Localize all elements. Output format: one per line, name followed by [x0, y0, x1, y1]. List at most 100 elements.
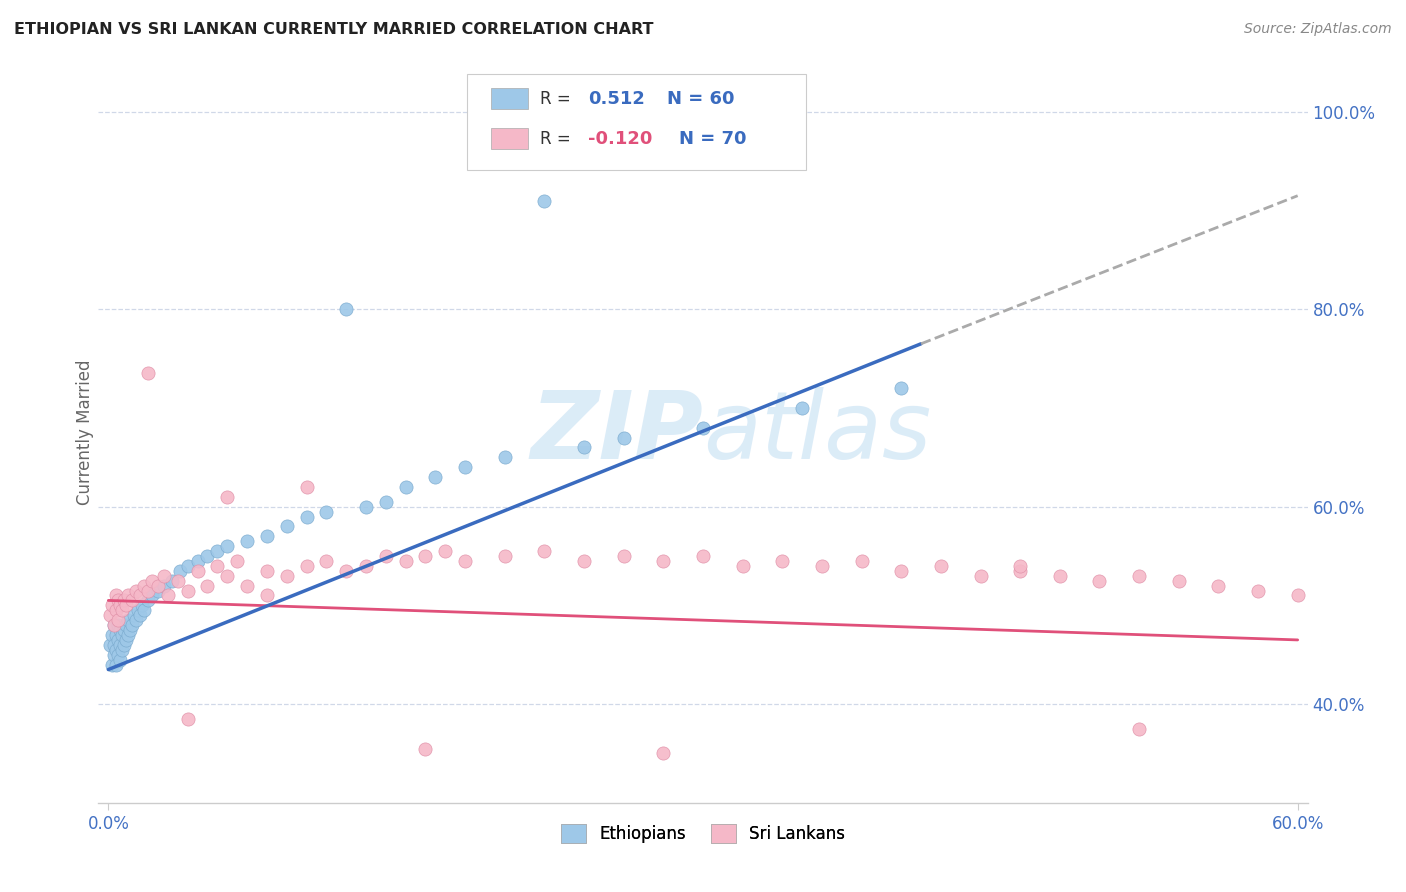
- Point: [127, 603, 149, 617]
- Point: [374, 549, 396, 563]
- Point: [207, 558, 229, 573]
- Point: [790, 401, 813, 415]
- Point: [153, 568, 176, 582]
- Point: [572, 441, 595, 455]
- Point: [112, 638, 135, 652]
- Point: [256, 589, 278, 603]
- Point: [315, 554, 337, 568]
- Point: [103, 638, 125, 652]
- Point: [533, 194, 555, 208]
- Text: -0.120: -0.120: [588, 129, 652, 148]
- Point: [176, 583, 198, 598]
- Point: [494, 549, 516, 563]
- Point: [146, 583, 169, 598]
- Point: [652, 747, 675, 761]
- Point: [811, 558, 834, 573]
- Point: [1286, 589, 1309, 603]
- Point: [176, 558, 198, 573]
- Point: [1010, 564, 1032, 578]
- Point: [141, 589, 163, 603]
- Point: [132, 579, 155, 593]
- Point: [276, 519, 298, 533]
- Point: [256, 564, 278, 578]
- Point: [117, 613, 139, 627]
- Point: [207, 544, 229, 558]
- Point: [692, 420, 714, 434]
- Point: [613, 549, 636, 563]
- Point: [969, 568, 991, 582]
- Text: ETHIOPIAN VS SRI LANKAN CURRENTLY MARRIED CORRELATION CHART: ETHIOPIAN VS SRI LANKAN CURRENTLY MARRIE…: [14, 22, 654, 37]
- Text: atlas: atlas: [703, 387, 931, 478]
- Point: [1010, 558, 1032, 573]
- Point: [197, 549, 219, 563]
- Point: [117, 589, 139, 603]
- Point: [415, 741, 437, 756]
- Point: [169, 564, 191, 578]
- Point: [132, 603, 155, 617]
- Point: [136, 593, 159, 607]
- Point: [731, 558, 754, 573]
- Point: [103, 648, 125, 662]
- Point: [105, 589, 128, 603]
- Point: [652, 554, 675, 568]
- Point: [101, 657, 124, 672]
- Point: [1088, 574, 1111, 588]
- Point: [1128, 722, 1150, 736]
- Point: [117, 628, 139, 642]
- Point: [1049, 568, 1071, 582]
- Point: [125, 583, 148, 598]
- Point: [115, 599, 138, 613]
- Point: [129, 589, 152, 603]
- Point: [103, 618, 125, 632]
- Point: [131, 599, 153, 613]
- Point: [115, 618, 138, 632]
- Point: [107, 613, 129, 627]
- Point: [415, 549, 437, 563]
- Point: [160, 574, 183, 588]
- Point: [1247, 583, 1270, 598]
- Point: [226, 554, 249, 568]
- Point: [107, 618, 129, 632]
- Point: [166, 574, 188, 588]
- Point: [454, 460, 477, 475]
- Point: [107, 593, 129, 607]
- Text: N = 60: N = 60: [666, 90, 734, 108]
- Point: [236, 579, 259, 593]
- Point: [110, 638, 132, 652]
- Point: [146, 579, 169, 593]
- Point: [110, 653, 132, 667]
- Point: [112, 593, 135, 607]
- Point: [1167, 574, 1189, 588]
- Point: [929, 558, 952, 573]
- Point: [110, 623, 132, 637]
- Point: [335, 302, 357, 317]
- Point: [186, 564, 208, 578]
- FancyBboxPatch shape: [492, 128, 527, 149]
- Point: [186, 554, 208, 568]
- Point: [1128, 568, 1150, 582]
- Point: [315, 505, 337, 519]
- Point: [454, 554, 477, 568]
- Point: [197, 579, 219, 593]
- Point: [98, 638, 121, 652]
- Point: [533, 544, 555, 558]
- Point: [111, 642, 134, 657]
- Point: [425, 470, 447, 484]
- Text: N = 70: N = 70: [679, 129, 747, 148]
- Point: [105, 603, 128, 617]
- Y-axis label: Currently Married: Currently Married: [76, 359, 94, 506]
- Point: [770, 554, 793, 568]
- Point: [105, 657, 128, 672]
- Point: [103, 618, 125, 632]
- Text: Source: ZipAtlas.com: Source: ZipAtlas.com: [1244, 22, 1392, 37]
- Point: [105, 628, 128, 642]
- Point: [107, 632, 129, 647]
- Point: [354, 500, 377, 514]
- Point: [176, 712, 198, 726]
- Point: [105, 642, 128, 657]
- Point: [111, 603, 134, 617]
- Point: [494, 450, 516, 465]
- Point: [120, 623, 142, 637]
- Point: [122, 608, 145, 623]
- Point: [156, 589, 179, 603]
